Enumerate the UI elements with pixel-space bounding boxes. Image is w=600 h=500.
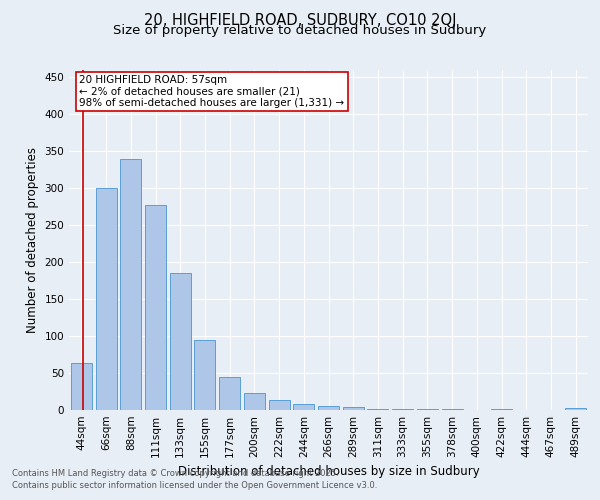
Bar (71, 364, 92, 410)
Bar (95, 188, 116, 410)
Bar (145, 204, 166, 410)
Bar (120, 158, 141, 410)
Text: Size of property relative to detached houses in Sudbury: Size of property relative to detached ho… (113, 24, 487, 37)
Y-axis label: Number of detached properties: Number of detached properties (26, 147, 39, 333)
Bar (367, 408, 388, 410)
Text: Contains public sector information licensed under the Open Government Licence v3: Contains public sector information licen… (12, 481, 377, 490)
Text: Contains HM Land Registry data © Crown copyright and database right 2025.: Contains HM Land Registry data © Crown c… (12, 468, 338, 477)
Bar (219, 376, 240, 410)
Bar (293, 404, 314, 410)
Bar (194, 340, 215, 410)
Bar (343, 407, 364, 410)
Text: 20, HIGHFIELD ROAD, SUDBURY, CO10 2QJ: 20, HIGHFIELD ROAD, SUDBURY, CO10 2QJ (144, 12, 456, 28)
X-axis label: Distribution of detached houses by size in Sudbury: Distribution of detached houses by size … (178, 466, 479, 478)
Bar (318, 406, 339, 410)
Bar (565, 408, 586, 410)
Text: 20 HIGHFIELD ROAD: 57sqm
← 2% of detached houses are smaller (21)
98% of semi-de: 20 HIGHFIELD ROAD: 57sqm ← 2% of detache… (79, 75, 344, 108)
Bar (170, 274, 191, 410)
Bar (269, 400, 290, 410)
Bar (244, 393, 265, 410)
